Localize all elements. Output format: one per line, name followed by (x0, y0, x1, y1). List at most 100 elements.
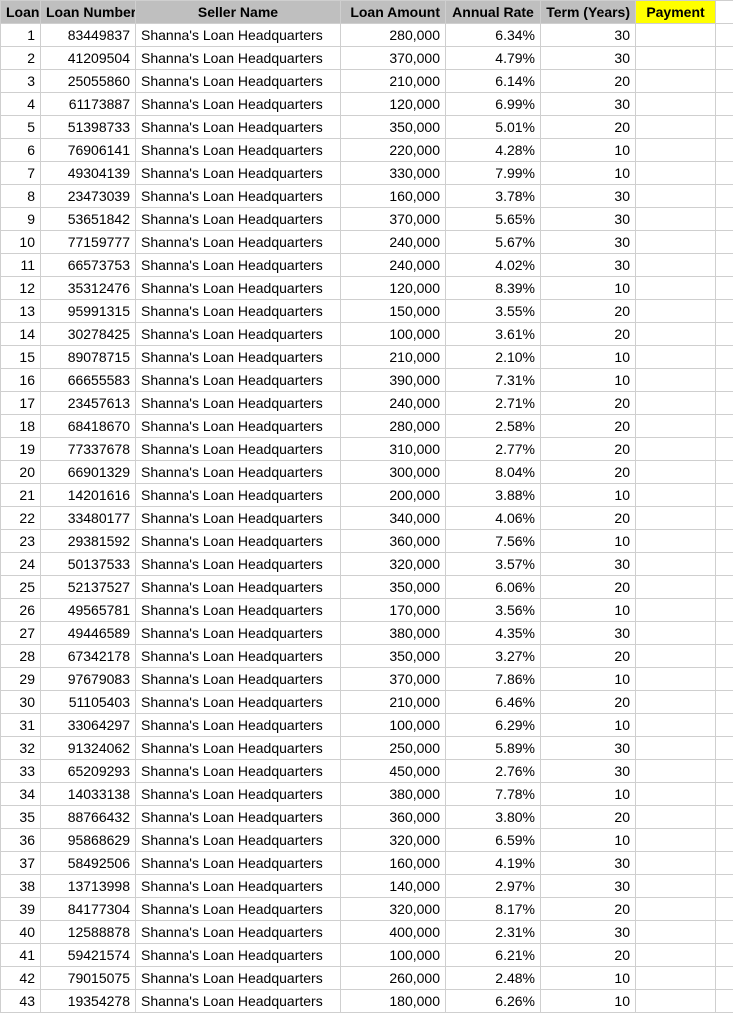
cell-amount[interactable]: 120,000 (341, 277, 446, 300)
cell-payment[interactable] (636, 921, 716, 944)
cell-loan[interactable]: 3 (1, 70, 41, 93)
cell-amount[interactable]: 310,000 (341, 438, 446, 461)
cell-payment[interactable] (636, 967, 716, 990)
cell-loan[interactable]: 12 (1, 277, 41, 300)
cell-number[interactable]: 89078715 (41, 346, 136, 369)
cell-payment[interactable] (636, 277, 716, 300)
cell-loan[interactable]: 32 (1, 737, 41, 760)
cell-payment[interactable] (636, 898, 716, 921)
cell-seller[interactable]: Shanna's Loan Headquarters (136, 668, 341, 691)
cell-term[interactable]: 10 (541, 783, 636, 806)
cell-term[interactable]: 30 (541, 47, 636, 70)
cell-seller[interactable]: Shanna's Loan Headquarters (136, 691, 341, 714)
cell-amount[interactable]: 360,000 (341, 530, 446, 553)
cell-term[interactable]: 20 (541, 461, 636, 484)
cell-term[interactable]: 20 (541, 898, 636, 921)
cell-seller[interactable]: Shanna's Loan Headquarters (136, 93, 341, 116)
cell-loan[interactable]: 42 (1, 967, 41, 990)
cell-term[interactable]: 30 (541, 921, 636, 944)
table-row[interactable]: 1166573753Shanna's Loan Headquarters240,… (1, 254, 733, 277)
cell-rate[interactable]: 2.76% (446, 760, 541, 783)
cell-number[interactable]: 19354278 (41, 990, 136, 1013)
cell-loan[interactable]: 33 (1, 760, 41, 783)
cell-amount[interactable]: 160,000 (341, 185, 446, 208)
cell-number[interactable]: 95991315 (41, 300, 136, 323)
cell-loan[interactable]: 4 (1, 93, 41, 116)
cell-payment[interactable] (636, 323, 716, 346)
cell-amount[interactable]: 320,000 (341, 829, 446, 852)
cell-term[interactable]: 30 (541, 622, 636, 645)
col-header-term[interactable]: Term (Years) (541, 1, 636, 24)
cell-rate[interactable]: 6.46% (446, 691, 541, 714)
table-row[interactable]: 3758492506Shanna's Loan Headquarters160,… (1, 852, 733, 875)
cell-loan[interactable]: 37 (1, 852, 41, 875)
cell-number[interactable]: 65209293 (41, 760, 136, 783)
cell-loan[interactable]: 7 (1, 162, 41, 185)
cell-amount[interactable]: 240,000 (341, 254, 446, 277)
table-row[interactable]: 1235312476Shanna's Loan Headquarters120,… (1, 277, 733, 300)
cell-seller[interactable]: Shanna's Loan Headquarters (136, 921, 341, 944)
cell-payment[interactable] (636, 254, 716, 277)
cell-loan[interactable]: 38 (1, 875, 41, 898)
cell-payment[interactable] (636, 185, 716, 208)
cell-amount[interactable]: 350,000 (341, 576, 446, 599)
cell-payment[interactable] (636, 875, 716, 898)
cell-rate[interactable]: 4.06% (446, 507, 541, 530)
cell-amount[interactable]: 370,000 (341, 668, 446, 691)
cell-payment[interactable] (636, 622, 716, 645)
cell-number[interactable]: 51105403 (41, 691, 136, 714)
cell-term[interactable]: 20 (541, 392, 636, 415)
cell-term[interactable]: 20 (541, 438, 636, 461)
cell-number[interactable]: 33064297 (41, 714, 136, 737)
cell-payment[interactable] (636, 737, 716, 760)
cell-amount[interactable]: 120,000 (341, 93, 446, 116)
cell-payment[interactable] (636, 461, 716, 484)
cell-amount[interactable]: 210,000 (341, 691, 446, 714)
cell-loan[interactable]: 29 (1, 668, 41, 691)
cell-seller[interactable]: Shanna's Loan Headquarters (136, 760, 341, 783)
cell-number[interactable]: 41209504 (41, 47, 136, 70)
table-row[interactable]: 3813713998Shanna's Loan Headquarters140,… (1, 875, 733, 898)
cell-seller[interactable]: Shanna's Loan Headquarters (136, 162, 341, 185)
cell-amount[interactable]: 150,000 (341, 300, 446, 323)
cell-number[interactable]: 29381592 (41, 530, 136, 553)
cell-rate[interactable]: 8.39% (446, 277, 541, 300)
cell-term[interactable]: 20 (541, 70, 636, 93)
cell-loan[interactable]: 24 (1, 553, 41, 576)
cell-rate[interactable]: 3.56% (446, 599, 541, 622)
cell-term[interactable]: 20 (541, 806, 636, 829)
cell-loan[interactable]: 17 (1, 392, 41, 415)
table-row[interactable]: 1589078715Shanna's Loan Headquarters210,… (1, 346, 733, 369)
table-row[interactable]: 953651842Shanna's Loan Headquarters370,0… (1, 208, 733, 231)
cell-term[interactable]: 30 (541, 737, 636, 760)
cell-number[interactable]: 30278425 (41, 323, 136, 346)
cell-amount[interactable]: 350,000 (341, 116, 446, 139)
table-row[interactable]: 2649565781Shanna's Loan Headquarters170,… (1, 599, 733, 622)
cell-number[interactable]: 66573753 (41, 254, 136, 277)
cell-rate[interactable]: 6.29% (446, 714, 541, 737)
cell-amount[interactable]: 210,000 (341, 346, 446, 369)
table-row[interactable]: 2233480177Shanna's Loan Headquarters340,… (1, 507, 733, 530)
cell-loan[interactable]: 27 (1, 622, 41, 645)
cell-amount[interactable]: 370,000 (341, 208, 446, 231)
cell-term[interactable]: 10 (541, 990, 636, 1013)
table-row[interactable]: 325055860Shanna's Loan Headquarters210,0… (1, 70, 733, 93)
col-header-amount[interactable]: Loan Amount (341, 1, 446, 24)
table-row[interactable]: 3414033138Shanna's Loan Headquarters380,… (1, 783, 733, 806)
cell-seller[interactable]: Shanna's Loan Headquarters (136, 967, 341, 990)
cell-loan[interactable]: 40 (1, 921, 41, 944)
cell-seller[interactable]: Shanna's Loan Headquarters (136, 990, 341, 1013)
cell-number[interactable]: 76906141 (41, 139, 136, 162)
cell-rate[interactable]: 2.10% (446, 346, 541, 369)
table-row[interactable]: 1077159777Shanna's Loan Headquarters240,… (1, 231, 733, 254)
cell-rate[interactable]: 3.61% (446, 323, 541, 346)
cell-amount[interactable]: 210,000 (341, 70, 446, 93)
table-row[interactable]: 551398733Shanna's Loan Headquarters350,0… (1, 116, 733, 139)
cell-payment[interactable] (636, 530, 716, 553)
cell-amount[interactable]: 380,000 (341, 783, 446, 806)
cell-seller[interactable]: Shanna's Loan Headquarters (136, 875, 341, 898)
cell-number[interactable]: 68418670 (41, 415, 136, 438)
cell-term[interactable]: 30 (541, 553, 636, 576)
cell-rate[interactable]: 6.14% (446, 70, 541, 93)
cell-rate[interactable]: 7.78% (446, 783, 541, 806)
